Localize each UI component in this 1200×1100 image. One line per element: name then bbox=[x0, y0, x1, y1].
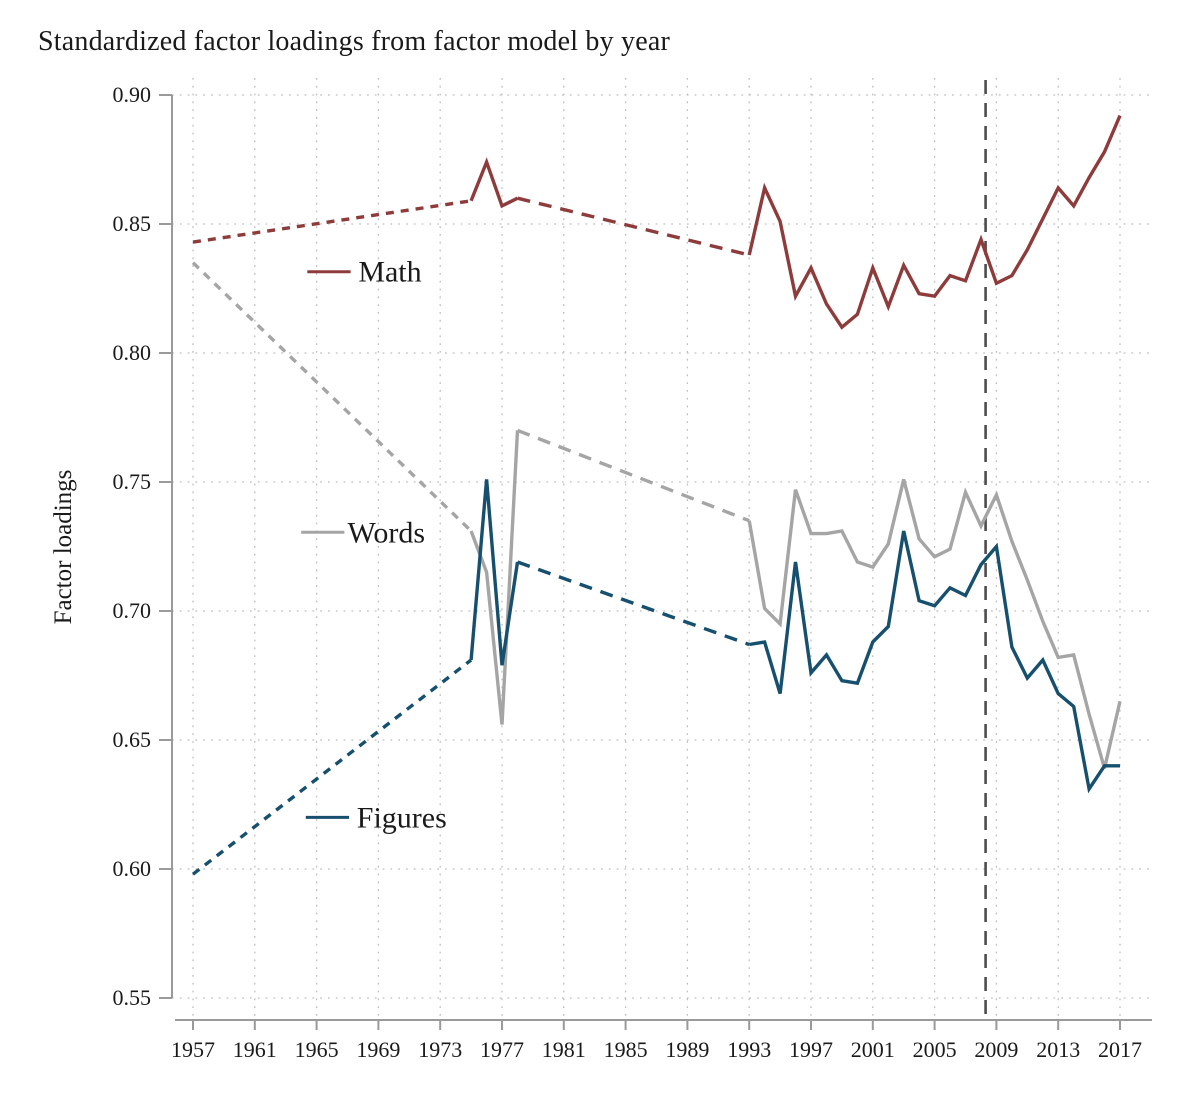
figures-line-solid bbox=[469, 479, 520, 666]
y-tick-label: 0.85 bbox=[113, 211, 152, 236]
x-tick-label: 2001 bbox=[851, 1037, 895, 1062]
legend-label-words: Words bbox=[348, 516, 426, 549]
words-line-dotted bbox=[191, 261, 473, 533]
figures-line-solid bbox=[748, 530, 1120, 794]
x-tick-label: 2013 bbox=[1036, 1037, 1080, 1062]
figures-line-dashed bbox=[516, 560, 750, 647]
y-tick-label: 0.70 bbox=[113, 598, 152, 623]
x-tick-label: 1969 bbox=[356, 1037, 400, 1062]
x-tick-label: 1985 bbox=[604, 1037, 648, 1062]
math-line-dotted bbox=[192, 199, 472, 244]
words-line-dashed bbox=[516, 428, 750, 523]
x-tick-label: 2017 bbox=[1098, 1037, 1142, 1062]
y-tick-label: 0.75 bbox=[113, 469, 152, 494]
x-tick-label: 1989 bbox=[665, 1037, 709, 1062]
figures-line-dotted bbox=[191, 658, 473, 876]
x-tick-label: 1981 bbox=[542, 1037, 586, 1062]
y-tick-label: 0.65 bbox=[113, 727, 152, 752]
x-tick-label: 1965 bbox=[295, 1037, 339, 1062]
x-tick-label: 1961 bbox=[233, 1037, 277, 1062]
x-tick-label: 2005 bbox=[913, 1037, 957, 1062]
math-line-dashed bbox=[517, 196, 750, 257]
words-line-solid bbox=[747, 478, 1122, 769]
y-tick-label: 0.80 bbox=[113, 340, 152, 365]
legend-label-figures: Figures bbox=[357, 801, 447, 834]
x-tick-label: 1997 bbox=[789, 1037, 833, 1062]
x-tick-label: 1957 bbox=[171, 1037, 215, 1062]
x-tick-label: 2009 bbox=[974, 1037, 1018, 1062]
y-tick-label: 0.90 bbox=[113, 82, 152, 107]
chart-title: Standardized factor loadings from factor… bbox=[38, 26, 671, 57]
x-tick-label: 1993 bbox=[727, 1037, 771, 1062]
x-tick-label: 1977 bbox=[480, 1037, 524, 1062]
math-line-solid bbox=[469, 157, 519, 209]
legend-label-math: Math bbox=[358, 256, 421, 289]
y-tick-label: 0.55 bbox=[113, 985, 152, 1010]
math-line-solid bbox=[747, 114, 1122, 330]
x-tick-label: 1973 bbox=[418, 1037, 462, 1062]
y-tick-label: 0.60 bbox=[113, 856, 152, 881]
